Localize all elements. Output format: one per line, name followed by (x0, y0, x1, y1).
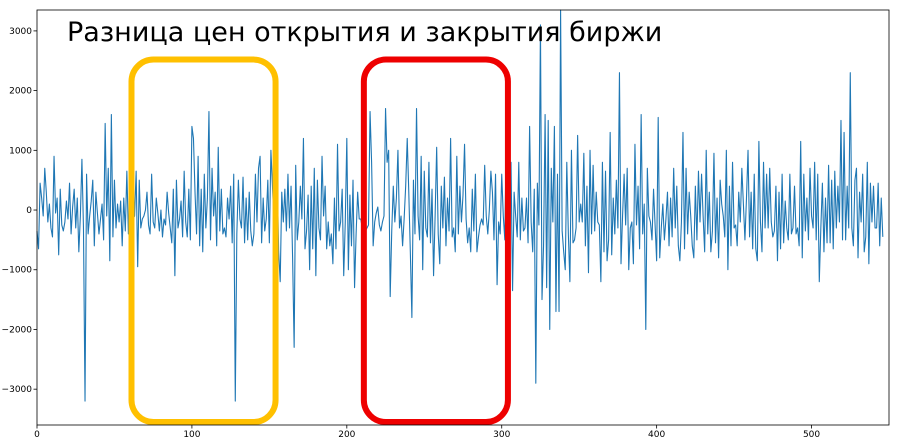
y-tick-label: 3000 (9, 27, 32, 37)
series-layer (36, 9, 884, 402)
y-tick-label: −1000 (2, 266, 33, 276)
y-tick-label: 1000 (9, 146, 32, 156)
series-line-0 (36, 9, 884, 402)
y-tick-label: 2000 (9, 87, 32, 97)
highlight-box-1 (360, 56, 511, 426)
y-tick-label: −3000 (2, 385, 33, 395)
annotation-layer (128, 56, 511, 426)
plot-background (37, 10, 889, 425)
x-tick-label: 100 (183, 430, 200, 440)
x-tick-label: 200 (338, 430, 355, 440)
plot-frame (36, 9, 890, 426)
highlight-box-0 (128, 56, 279, 426)
x-tick-label: 300 (493, 430, 510, 440)
y-axis: −3000 −2000 −1000 0 1000 2000 3000 (2, 27, 37, 395)
x-tick-label: 500 (803, 430, 820, 440)
x-axis: 0 100 200 300 400 500 (34, 425, 820, 440)
x-tick-label: 0 (34, 430, 40, 440)
y-tick-label: 0 (26, 206, 32, 216)
y-tick-label: −2000 (2, 325, 33, 335)
chart-title: Разница цен открытия и закрытия биржи (67, 17, 662, 48)
x-tick-label: 400 (648, 430, 665, 440)
